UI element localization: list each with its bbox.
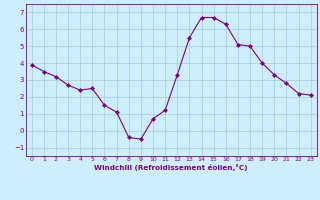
X-axis label: Windchill (Refroidissement éolien,°C): Windchill (Refroidissement éolien,°C): [94, 164, 248, 171]
